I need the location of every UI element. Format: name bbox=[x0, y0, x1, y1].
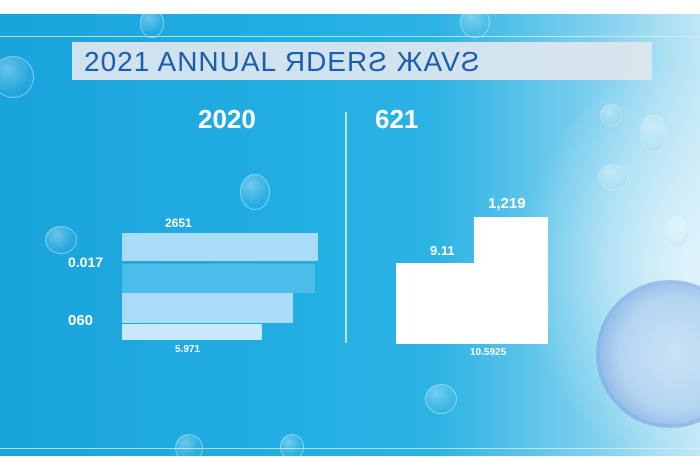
droplet-icon bbox=[0, 56, 34, 98]
droplet-icon bbox=[140, 14, 164, 38]
droplet-icon bbox=[598, 164, 628, 190]
left-axis-label-lower: 060 bbox=[68, 312, 94, 329]
infographic-background: 2021 ANNUAL ЯDERƧ ЖAVƧ 2020 2651 0.017 0… bbox=[0, 14, 700, 456]
left-bar-3 bbox=[122, 293, 293, 323]
bottle-cap-image bbox=[600, 284, 700, 424]
right-bar-b bbox=[474, 217, 548, 344]
right-bar-a-label: 9.11 bbox=[430, 243, 455, 258]
droplet-icon bbox=[460, 14, 490, 38]
left-bar-bottom-label: 5.971 bbox=[175, 344, 201, 355]
droplet-icon bbox=[640, 114, 666, 152]
left-bar-top-label: 2651 bbox=[165, 216, 192, 230]
droplet-icon bbox=[425, 384, 457, 414]
droplet-icon bbox=[280, 434, 304, 456]
left-panel-heading: 2020 bbox=[198, 104, 256, 134]
bottom-rule bbox=[0, 448, 700, 449]
droplet-icon bbox=[600, 104, 622, 126]
droplet-icon bbox=[45, 226, 77, 254]
left-bar-4 bbox=[122, 324, 262, 340]
top-rule bbox=[0, 36, 700, 37]
right-bar-b-label: 1,219 bbox=[488, 195, 526, 212]
right-bar-bottom-label: 10.5925 bbox=[470, 347, 507, 358]
page-title: 2021 ANNUAL ЯDERƧ ЖAVƧ bbox=[84, 46, 481, 77]
droplet-icon bbox=[665, 214, 689, 246]
left-bar-2 bbox=[122, 263, 315, 293]
droplet-icon bbox=[175, 434, 203, 456]
title-banner: 2021 ANNUAL ЯDERƧ ЖAVƧ bbox=[72, 42, 652, 80]
left-axis-label-upper: 0.017 bbox=[68, 254, 104, 270]
panel-divider bbox=[345, 112, 347, 343]
left-bar-1 bbox=[122, 233, 318, 261]
right-panel-heading: 621 bbox=[375, 104, 419, 134]
droplet-icon bbox=[240, 174, 270, 210]
